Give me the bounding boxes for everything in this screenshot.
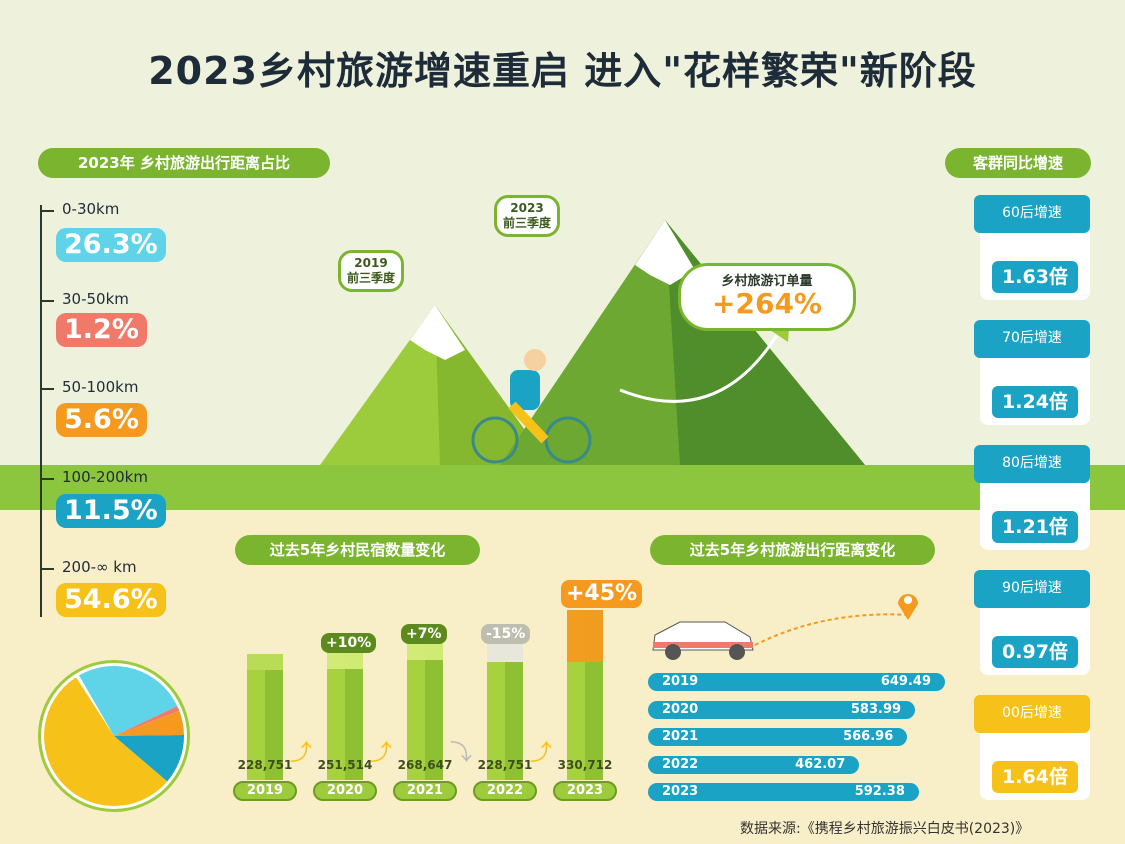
data-source: 数据来源:《携程乡村旅游振兴白皮书(2023)》 <box>740 821 1030 837</box>
order-value: +264% <box>712 287 822 320</box>
cohort-card: 70后增速 1.24倍 <box>974 320 1090 425</box>
distance-share-value: 1.2% <box>56 313 147 347</box>
location-pin-icon <box>898 594 918 620</box>
distance-share-value: 54.6% <box>56 583 166 617</box>
homestay-year-label: 2022 <box>473 781 537 801</box>
distance-share-label: 2023年 乡村旅游出行距离占比 <box>38 148 330 178</box>
homestay-year-label: 2019 <box>233 781 297 801</box>
distance-bar-2020: 2020 583.99 <box>648 700 916 719</box>
distance-value: 462.07 <box>795 756 846 772</box>
callout-2023: 2023 前三季度 <box>494 195 561 237</box>
distance-share-value: 5.6% <box>56 403 147 437</box>
distance-year: 2023 <box>662 784 699 799</box>
timeline-tick <box>40 300 54 302</box>
homestay-change-label: +10% <box>321 632 377 653</box>
cohort-card: 80后增速 1.21倍 <box>974 445 1090 550</box>
timeline-tick <box>40 210 54 212</box>
distance-chart-title: 过去5年乡村旅游出行距离变化 <box>650 535 935 565</box>
homestay-chart-title: 过去5年乡村民宿数量变化 <box>235 535 480 565</box>
homestay-value-label: 251,514 <box>317 758 373 772</box>
grass-band <box>0 465 1125 510</box>
timeline-line <box>40 205 42 617</box>
homestay-change-segment <box>407 641 443 660</box>
bar-cap <box>247 654 283 671</box>
cohort-card: 90后增速 0.97倍 <box>974 570 1090 675</box>
distance-value: 649.49 <box>880 674 931 689</box>
cohort-label: 客群同比增速 <box>945 148 1091 178</box>
pie-slice-0-30km <box>79 666 178 736</box>
homestay-year-label: 2020 <box>313 781 377 801</box>
distance-bar-2021: 2021 566.96 <box>648 728 908 746</box>
page-title: 2023乡村旅游增速重启 进入"花样繁荣"新阶段 <box>148 49 977 93</box>
homestay-year-label: 2023 <box>553 781 617 801</box>
cohort-name: 00后增速 <box>974 695 1090 733</box>
timeline-tick <box>40 388 54 390</box>
homestay-value-label: 228,751 <box>237 758 293 772</box>
pie-slice-100-200km <box>114 734 184 782</box>
homestay-bar-2021 <box>407 641 443 780</box>
distance-range-label: 30-50km <box>62 290 129 308</box>
distance-bar-2023: 2023 592.38 <box>648 783 919 801</box>
distance-range-label: 0-30km <box>62 200 120 218</box>
callout-2019: 2019 前三季度 <box>338 250 405 292</box>
trend-arrow-icon: ⤴ <box>530 741 553 766</box>
trend-arrow-icon: ⤴ <box>290 741 313 766</box>
distance-value: 583.99 <box>850 701 902 717</box>
distance-value: 566.96 <box>843 729 894 744</box>
distance-year: 2019 <box>662 674 699 689</box>
trend-arrow-icon: ⤵ <box>450 741 473 766</box>
cohort-value: 1.64倍 <box>992 761 1078 793</box>
homestay-change-label: +7% <box>401 623 447 644</box>
cohort-name: 80后增速 <box>974 445 1090 483</box>
homestay-value-label: 330,712 <box>557 758 613 772</box>
homestay-bar-2020 <box>327 650 363 780</box>
homestay-year-label: 2021 <box>393 781 457 801</box>
distance-range-label: 100-200km <box>62 468 148 486</box>
homestay-change-label: +45% <box>561 580 643 608</box>
homestay-bar-2022 <box>487 662 523 780</box>
cohort-name: 70后增速 <box>974 320 1090 358</box>
pie-slice-50-100km <box>114 710 184 736</box>
cohort-value: 1.21倍 <box>992 511 1078 543</box>
distance-range-label: 50-100km <box>62 378 139 396</box>
cohort-name: 90后增速 <box>974 570 1090 608</box>
pie-slice-30-50km <box>114 706 180 736</box>
distance-pie-chart <box>38 660 190 812</box>
distance-bar-2019: 2019 649.49 <box>648 673 945 691</box>
distance-year: 2021 <box>662 729 699 744</box>
distance-share-value: 26.3% <box>56 228 166 262</box>
cyclist-icon <box>471 349 592 464</box>
distance-value: 592.38 <box>854 784 905 799</box>
timeline-tick <box>40 568 54 570</box>
homestay-change-segment <box>487 641 523 663</box>
car-route-illustration <box>652 594 918 660</box>
distance-range-label: 200-∞ km <box>62 558 137 576</box>
distance-bar-2022: 2022 462.07 <box>648 755 860 774</box>
order-label: 乡村旅游订单量 <box>721 274 813 289</box>
mountain-illustration <box>320 220 865 465</box>
cohort-value: 0.97倍 <box>992 636 1078 668</box>
cohort-value: 1.24倍 <box>992 386 1078 418</box>
distance-year: 2022 <box>662 756 699 772</box>
timeline-tick <box>40 478 54 480</box>
cohort-value: 1.63倍 <box>992 261 1078 293</box>
cohort-card: 60后增速 1.63倍 <box>974 195 1090 300</box>
homestay-change-segment <box>567 610 603 663</box>
homestay-value-label: 268,647 <box>397 758 453 772</box>
order-growth-callout: 乡村旅游订单量 +264% <box>678 263 856 331</box>
cohort-name: 60后增速 <box>974 195 1090 233</box>
cohort-card: 00后增速 1.64倍 <box>974 695 1090 800</box>
distance-year: 2020 <box>662 701 699 717</box>
homestay-change-label: -15% <box>481 623 531 644</box>
car-icon <box>652 621 754 660</box>
homestay-bar-2019 <box>247 662 283 780</box>
trend-arrow-icon: ⤴ <box>370 741 393 766</box>
distance-share-value: 11.5% <box>56 494 166 528</box>
homestay-value-label: 228,751 <box>477 758 533 772</box>
pie-slice-200-∞ km <box>44 677 168 806</box>
homestay-change-segment <box>327 650 363 669</box>
